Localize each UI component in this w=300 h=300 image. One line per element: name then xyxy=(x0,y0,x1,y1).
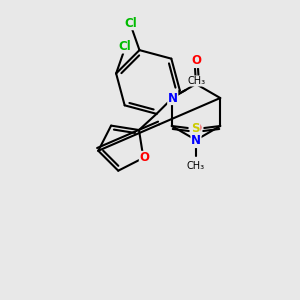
Text: CH₃: CH₃ xyxy=(188,76,206,86)
Text: N: N xyxy=(191,134,201,148)
Text: CH₃: CH₃ xyxy=(187,161,205,171)
Text: O: O xyxy=(140,152,149,164)
Text: N: N xyxy=(168,92,178,104)
Text: Cl: Cl xyxy=(124,16,137,30)
Text: O: O xyxy=(191,55,201,68)
Text: O: O xyxy=(191,122,201,136)
Text: Cl: Cl xyxy=(119,40,131,53)
Text: S: S xyxy=(191,122,200,136)
